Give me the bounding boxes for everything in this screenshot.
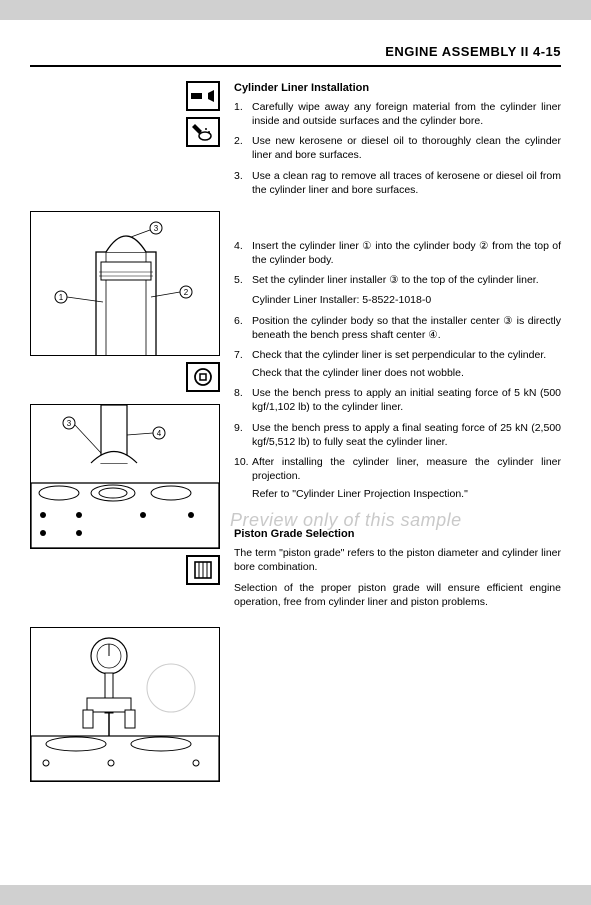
svg-text:2: 2: [184, 288, 189, 297]
install-steps-b: 4.Insert the cylinder liner ① into the c…: [234, 239, 561, 288]
page-header: ENGINE ASSEMBLY II 4-15: [30, 44, 561, 67]
step-text: After installing the cylinder liner, mea…: [252, 455, 561, 502]
step-num: 8.: [234, 386, 252, 414]
tool-spec: Cylinder Liner Installer: 5-8522-1018-0: [234, 293, 561, 307]
step-num: 9.: [234, 421, 252, 449]
piston-para: The term "piston grade" refers to the pi…: [234, 546, 561, 574]
measure-icon: [186, 555, 220, 585]
figure-dial-gauge: [30, 627, 220, 782]
figure-liner-installer: 1 2 3: [30, 211, 220, 356]
step-text: Position the cylinder body so that the i…: [252, 314, 561, 342]
svg-text:3: 3: [67, 419, 72, 428]
right-column: Cylinder Liner Installation 1.Carefully …: [234, 81, 561, 794]
page-content: 1 2 3: [30, 81, 561, 794]
piston-para: Selection of the proper piston grade wil…: [234, 581, 561, 609]
manual-page: ENGINE ASSEMBLY II 4-15: [0, 20, 591, 885]
step-num: 4.: [234, 239, 252, 267]
svg-text:1: 1: [59, 293, 64, 302]
step-num: 6.: [234, 314, 252, 342]
step-num: 3.: [234, 169, 252, 197]
figure-bench-press: 3 4: [30, 404, 220, 549]
step-text: Insert the cylinder liner ① into the cyl…: [252, 239, 561, 267]
step-text: Use a clean rag to remove all traces of …: [252, 169, 561, 197]
step-text: Set the cylinder liner installer ③ to th…: [252, 273, 561, 287]
install-steps-c: 6.Position the cylinder body so that the…: [234, 314, 561, 502]
step-num: 7.: [234, 348, 252, 380]
step-num: 2.: [234, 134, 252, 162]
step-text: Use the bench press to apply a final sea…: [252, 421, 561, 449]
section-title-piston: Piston Grade Selection: [234, 527, 561, 542]
install-steps-a: 1.Carefully wipe away any foreign materi…: [234, 100, 561, 197]
step-num: 10.: [234, 455, 252, 502]
svg-text:3: 3: [154, 224, 159, 233]
step-text: Use the bench press to apply an initial …: [252, 386, 561, 414]
wipe-icon: [186, 81, 220, 111]
svg-text:4: 4: [157, 429, 162, 438]
tool-spec-icon: [186, 362, 220, 392]
left-column: 1 2 3: [30, 81, 220, 794]
section-title-install: Cylinder Liner Installation: [234, 81, 561, 96]
oil-icon: [186, 117, 220, 147]
step-text: Carefully wipe away any foreign material…: [252, 100, 561, 128]
step-text: Check that the cylinder liner is set per…: [252, 348, 561, 380]
step-text: Use new kerosene or diesel oil to thorou…: [252, 134, 561, 162]
step-num: 1.: [234, 100, 252, 128]
step-num: 5.: [234, 273, 252, 287]
